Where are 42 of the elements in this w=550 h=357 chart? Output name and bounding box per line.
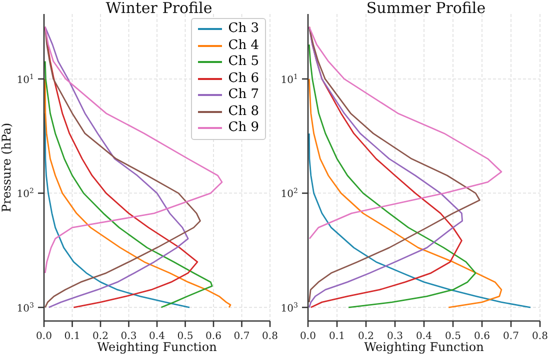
x-tick-label: 0.5 [177, 331, 194, 342]
y-tick-label: 10$^{3}$ [16, 301, 34, 314]
x-tick-label: 0.3 [387, 331, 403, 342]
chart-title: Winter Profile [104, 0, 214, 17]
x-tick-label: 0.1 [64, 331, 80, 342]
y-axis-title: Pressure (hPa) [0, 122, 14, 212]
line-series [308, 26, 502, 240]
y-tick-label: 10$^{2}$ [280, 187, 298, 200]
x-tick-label: 0.6 [206, 331, 222, 342]
y-tick-label: 10$^{2}$ [16, 187, 34, 200]
legend-label: Ch 6 [228, 70, 259, 87]
x-tick-label: 0.5 [445, 331, 461, 342]
x-tick-label: 0.3 [120, 331, 137, 342]
line-series [308, 78, 502, 308]
legend-label: Ch 7 [228, 87, 259, 104]
line-series [44, 112, 190, 308]
legend-label: Ch 9 [228, 120, 259, 136]
x-axis-title: Weighting Function [97, 340, 218, 354]
legend-label: Ch 8 [228, 104, 259, 120]
x-tick-label: 0.0 [300, 331, 316, 342]
legend-label: Ch 3 [228, 21, 259, 38]
x-tick-label: 0.7 [503, 331, 519, 342]
x-tick-label: 0.7 [234, 331, 250, 342]
y-tick-label: 10$^{3}$ [280, 301, 298, 314]
y-tick-label: 10$^{1}$ [280, 72, 298, 86]
x-tick-label: 0.2 [358, 331, 374, 342]
x-tick-label: 0.1 [329, 331, 345, 342]
line-series [308, 132, 532, 308]
chart-title: Summer Profile [365, 0, 487, 17]
x-tick-label: 0.6 [474, 331, 490, 342]
x-tick-label: 0.4 [416, 331, 432, 342]
legend-label: Ch 4 [228, 38, 259, 54]
y-tick-label: 10$^{1}$ [16, 72, 34, 86]
x-tick-label: 0.8 [532, 331, 548, 342]
legend-label: Ch 5 [228, 54, 259, 70]
x-tick-label: 0.8 [262, 331, 278, 342]
x-tick-label: 0.2 [92, 331, 108, 342]
line-series [44, 60, 213, 308]
x-tick-label: 0.4 [149, 331, 165, 342]
x-tick-label: 0.0 [36, 331, 52, 342]
line-series [44, 26, 223, 274]
x-axis-title: Weighting Function [364, 340, 484, 354]
